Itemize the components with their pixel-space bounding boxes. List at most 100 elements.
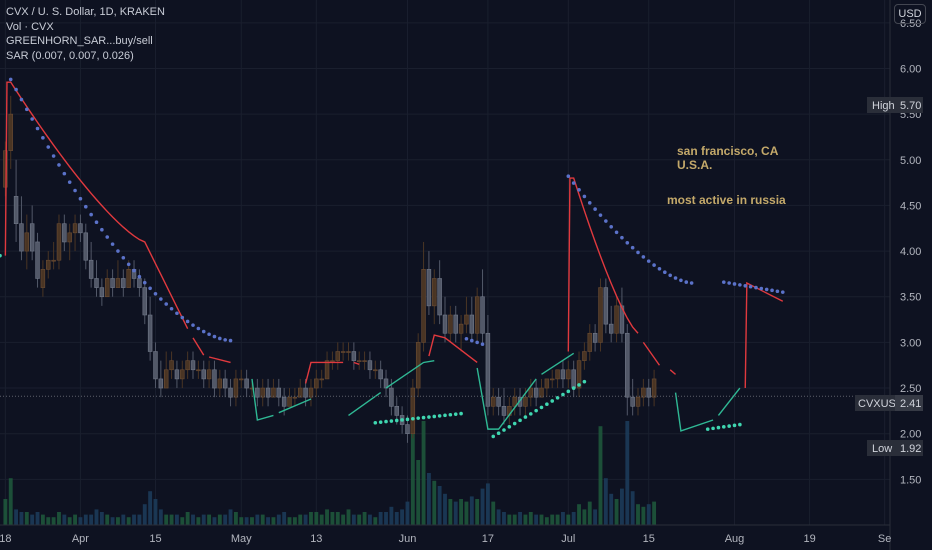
volume-bar xyxy=(475,499,480,525)
sar-dot-above xyxy=(25,107,29,112)
sar-dot-below xyxy=(496,431,501,436)
sar-dot-below xyxy=(400,418,404,422)
sar-dot-below xyxy=(523,415,528,419)
sar-dot-above xyxy=(625,240,630,245)
sar-dot-below xyxy=(561,392,565,397)
volume-bar xyxy=(83,514,88,525)
sar-dot-below xyxy=(416,416,420,420)
volume-bar xyxy=(368,514,372,525)
sar-dot-below xyxy=(394,418,399,423)
sar-dot-below xyxy=(716,425,721,430)
sar-indicator-legend[interactable]: SAR (0.007, 0.007, 0.026) xyxy=(6,49,134,62)
candle-body xyxy=(265,387,271,398)
candle-body xyxy=(442,314,448,334)
currency-button[interactable]: USD xyxy=(894,4,926,24)
svg-text:2.41: 2.41 xyxy=(900,398,921,410)
volume-bar xyxy=(282,512,287,525)
sar-dot-below xyxy=(512,421,517,426)
sar-dot-above xyxy=(475,340,479,345)
sar-dot-above xyxy=(142,280,147,285)
volume-bar xyxy=(105,514,110,525)
candle-body xyxy=(115,278,121,288)
indicator-line-red xyxy=(428,334,478,364)
volume-bar xyxy=(646,504,651,525)
volume-bar xyxy=(384,512,388,525)
volume-bar xyxy=(99,512,104,525)
candle-body xyxy=(308,387,314,398)
price-axis[interactable]: 6.506.005.505.004.504.003.503.002.502.00… xyxy=(889,0,921,550)
time-axis[interactable]: 18 Apr 15 May 13 Jun 17 Jul 15 Aug 19 Se xyxy=(0,524,891,545)
volume-bar xyxy=(464,501,469,525)
indicator-line-green xyxy=(476,367,537,430)
volume-bar xyxy=(561,512,565,525)
candle-body xyxy=(180,369,185,380)
sar-dot-above xyxy=(126,262,131,267)
candle-body xyxy=(351,351,357,361)
volume-bar xyxy=(78,517,83,525)
sar-dot-above xyxy=(116,249,120,253)
volume-bar xyxy=(266,517,271,525)
volume-bar xyxy=(534,514,539,525)
sar-dot-below xyxy=(507,424,512,429)
candle-body xyxy=(410,387,416,434)
sar-dot-above xyxy=(727,281,731,285)
candle-body xyxy=(169,360,174,371)
symbol-title[interactable]: CVX / U. S. Dollar, 1D, KRAKEN xyxy=(6,6,165,18)
candle-body xyxy=(491,396,496,407)
candle-body xyxy=(158,378,164,389)
volume-bar xyxy=(432,480,437,525)
sar-dot-above xyxy=(148,286,152,291)
indicator-line-red xyxy=(304,361,344,384)
sar-dot-above xyxy=(721,280,726,284)
candle-body xyxy=(485,332,491,407)
sar-dot-below xyxy=(378,420,383,424)
sar-dot-below xyxy=(518,418,522,423)
indicator-line-green xyxy=(717,387,741,416)
greenhorn-indicator-legend[interactable]: GREENHORN_SAR...buy/sell xyxy=(6,35,153,47)
indicator-line-green xyxy=(674,392,714,432)
sar-dot-above xyxy=(196,326,201,331)
time-tick-label: 15 xyxy=(643,533,655,545)
volume-bar xyxy=(528,512,533,525)
svg-text:Low: Low xyxy=(872,443,892,455)
sar-dot-below xyxy=(577,383,581,387)
sar-dot-above xyxy=(652,263,656,267)
annotation-russia[interactable]: most active in russia xyxy=(667,193,786,207)
volume-bar xyxy=(276,514,281,525)
price-tick-label: 6.00 xyxy=(900,63,921,75)
volume-bar xyxy=(619,488,624,525)
volume-bar xyxy=(598,426,603,525)
candle-body xyxy=(271,387,276,398)
candle-body xyxy=(469,314,475,334)
sar-dot-below xyxy=(443,413,447,418)
volume-legend[interactable]: Vol · CVX xyxy=(6,20,54,33)
volume-bar xyxy=(142,504,147,525)
volume-bar xyxy=(502,512,506,525)
candle-body xyxy=(335,351,341,361)
volume-bar xyxy=(40,514,45,525)
candle-body xyxy=(383,378,389,389)
indicator-line-red xyxy=(567,177,639,352)
sar-dot-above xyxy=(14,87,18,92)
sar-dot-above xyxy=(132,268,136,273)
annotation-location[interactable]: san francisco, CA U.S.A. xyxy=(677,144,778,172)
volume-bar xyxy=(67,517,72,525)
candle-body xyxy=(544,378,550,389)
candle-body xyxy=(635,396,641,407)
volume-bar xyxy=(378,512,383,525)
candle-body xyxy=(453,314,458,334)
sar-dot-above xyxy=(663,270,667,275)
candle-body xyxy=(598,287,603,343)
candle-body xyxy=(480,296,485,334)
indicator-line-red xyxy=(353,361,360,365)
sar-dot-above xyxy=(630,245,635,250)
svg-text:CVXUSD: CVXUSD xyxy=(858,398,904,410)
candle-body xyxy=(362,360,367,362)
time-tick-label: 13 xyxy=(310,533,322,545)
sar-dot-above xyxy=(169,306,174,311)
volume-bar xyxy=(233,512,238,525)
sar-dot-above xyxy=(759,286,764,291)
sar-dot-above xyxy=(764,287,769,292)
time-tick-label: Jun xyxy=(399,533,417,545)
